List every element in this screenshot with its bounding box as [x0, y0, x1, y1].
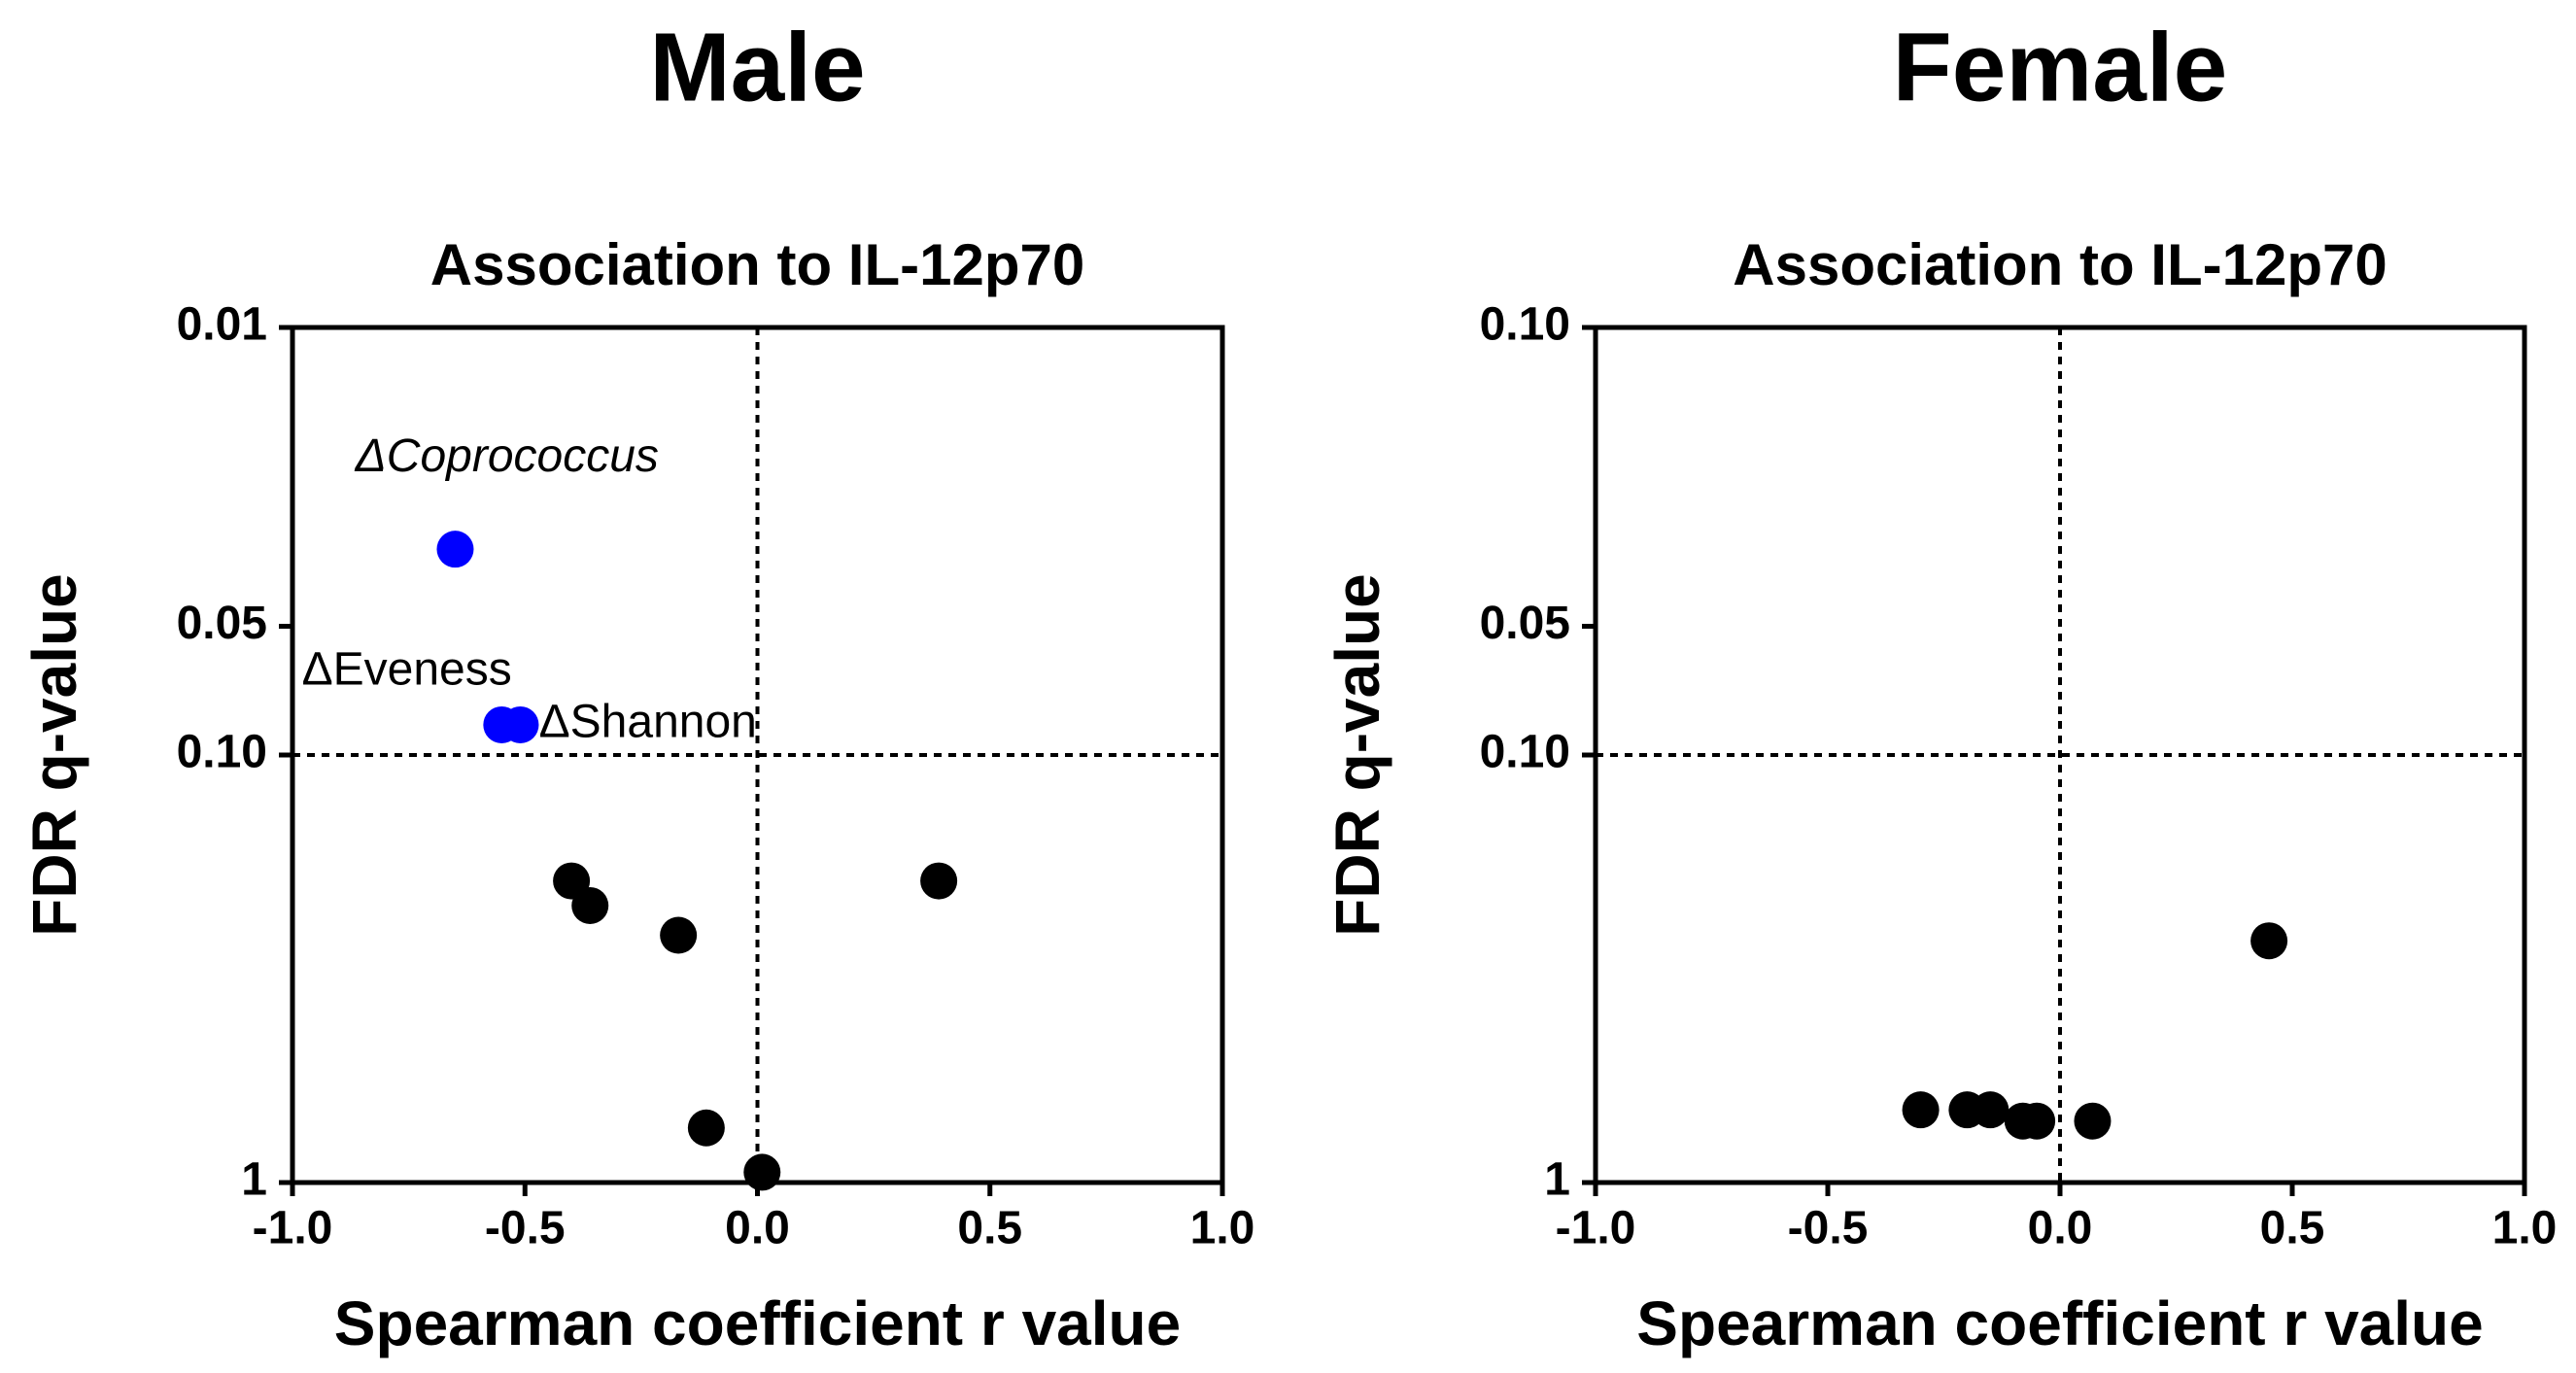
point	[920, 862, 958, 900]
y-tick-label: 0.10	[177, 727, 267, 778]
point	[2074, 1102, 2112, 1140]
chart-subtitle: Association to IL-12p70	[1733, 232, 2387, 297]
x-tick-label: 0.0	[725, 1203, 790, 1254]
point	[436, 531, 474, 568]
point	[687, 1109, 725, 1147]
y-tick-label: 0.10	[1480, 727, 1570, 778]
y-tick-label: 1	[241, 1154, 267, 1206]
y-tick-label: 0.01	[177, 299, 267, 351]
point	[571, 886, 609, 924]
annotation: ΔEveness	[302, 643, 512, 695]
x-tick-label: -0.5	[1788, 1203, 1869, 1254]
y-tick-label: 1	[1544, 1154, 1570, 1206]
x-tick-label: 0.0	[2028, 1203, 2093, 1254]
x-tick-label: -0.5	[485, 1203, 566, 1254]
point	[743, 1153, 781, 1191]
annotation: ΔShannon	[539, 697, 757, 748]
point	[1972, 1091, 2009, 1129]
chart-subtitle: Association to IL-12p70	[430, 232, 1084, 297]
x-tick-label: 0.5	[957, 1203, 1022, 1254]
y-tick-label: 0.05	[1480, 598, 1570, 649]
point	[660, 916, 698, 954]
x-axis-label: Spearman coefficient r value	[334, 1288, 1181, 1358]
x-tick-label: -1.0	[1556, 1203, 1636, 1254]
point	[501, 705, 539, 743]
y-axis-label: FDR q-value	[19, 573, 89, 936]
point	[2018, 1102, 2056, 1140]
x-axis-label: Spearman coefficient r value	[1636, 1288, 2483, 1358]
y-axis-label: FDR q-value	[1322, 573, 1392, 936]
annotation: ΔCoprococcus	[355, 430, 659, 482]
y-tick-label: 0.05	[177, 598, 267, 649]
chart-title: Female	[1893, 13, 2228, 121]
x-tick-label: -1.0	[253, 1203, 333, 1254]
point	[2250, 922, 2288, 960]
y-tick-label: 0.10	[1480, 299, 1570, 351]
x-tick-label: 1.0	[1190, 1203, 1255, 1254]
point	[1902, 1091, 1940, 1129]
x-tick-label: 1.0	[2492, 1203, 2558, 1254]
x-tick-label: 0.5	[2260, 1203, 2325, 1254]
chart-title: Male	[649, 13, 865, 121]
